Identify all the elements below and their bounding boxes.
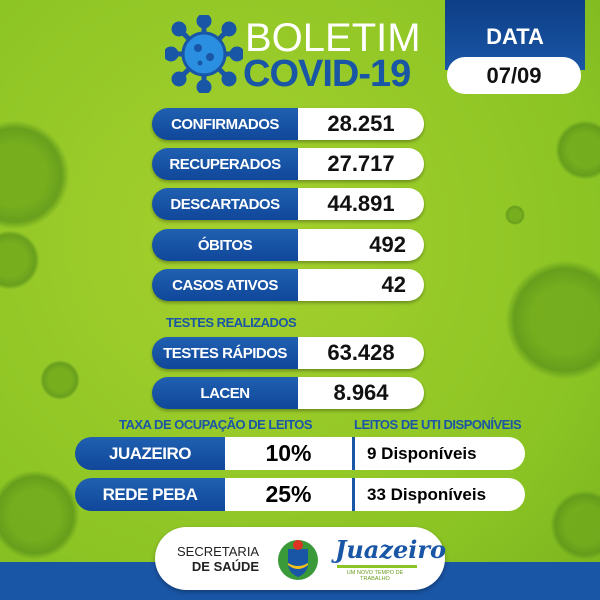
stat-label: CONFIRMADOS xyxy=(152,108,298,140)
bed-row-rede-peba: REDE PEBA 25% 33 Disponíveis xyxy=(75,478,525,511)
juazeiro-logo: Juazeiro xyxy=(335,535,447,564)
virus-decoration-icon xyxy=(505,260,600,380)
virus-decoration-icon xyxy=(40,360,80,400)
virus-decoration-icon xyxy=(0,470,80,560)
bed-available: 9 Disponíveis xyxy=(355,437,525,470)
test-label: LACEN xyxy=(152,377,298,409)
virus-logo-icon xyxy=(165,15,243,93)
virus-decoration-icon xyxy=(555,120,600,180)
title-boletim: BOLETIM xyxy=(245,16,421,60)
stat-row-recuperados: RECUPERADOS 27.717 xyxy=(152,148,424,180)
bed-available: 33 Disponíveis xyxy=(355,478,525,511)
uti-heading: LEITOS DE UTI DISPONÍVEIS xyxy=(354,417,522,432)
stat-value: 44.891 xyxy=(298,188,424,220)
virus-decoration-icon xyxy=(0,230,40,290)
occupancy-heading: TAXA DE OCUPAÇÃO DE LEITOS xyxy=(119,417,313,432)
test-row-rapidos: TESTES RÁPIDOS 63.428 xyxy=(152,337,424,369)
stat-label: ÓBITOS xyxy=(152,229,298,261)
tests-heading: TESTES REALIZADOS xyxy=(166,315,297,330)
stat-row-obitos: ÓBITOS 492 xyxy=(152,229,424,261)
bed-row-juazeiro: JUAZEIRO 10% 9 Disponíveis xyxy=(75,437,525,470)
dept-line2: DE SAÚDE xyxy=(191,559,260,574)
stat-value: 42 xyxy=(298,269,424,301)
test-label: TESTES RÁPIDOS xyxy=(152,337,298,369)
bed-label: JUAZEIRO xyxy=(75,437,225,470)
city-tagline: UM NOVO TEMPO DE TRABALHO xyxy=(346,570,404,582)
title-covid: COVID-19 xyxy=(243,53,411,95)
footer-pill: SECRETARIA DE SAÚDE Juazeiro UM NOVO TEM… xyxy=(155,527,447,590)
stat-label: CASOS ATIVOS xyxy=(152,269,298,301)
stat-label: DESCARTADOS xyxy=(152,188,298,220)
bed-label: REDE PEBA xyxy=(75,478,225,511)
virus-decoration-icon xyxy=(0,120,70,230)
test-value: 63.428 xyxy=(298,337,424,369)
dept-name: SECRETARIA DE SAÚDE xyxy=(177,544,259,574)
stat-value: 27.717 xyxy=(298,148,424,180)
stat-value: 492 xyxy=(298,229,424,261)
stat-value: 28.251 xyxy=(298,108,424,140)
coat-of-arms-icon xyxy=(278,540,318,580)
test-row-lacen: LACEN 8.964 xyxy=(152,377,424,409)
virus-decoration-icon xyxy=(505,205,525,225)
stat-row-confirmados: CONFIRMADOS 28.251 xyxy=(152,108,424,140)
stat-label: RECUPERADOS xyxy=(152,148,298,180)
date-value: 07/09 xyxy=(447,57,581,94)
bed-rate: 10% xyxy=(225,437,355,470)
stat-row-casos-ativos: CASOS ATIVOS 42 xyxy=(152,269,424,301)
logo-underline xyxy=(337,565,417,568)
stat-row-descartados: DESCARTADOS 44.891 xyxy=(152,188,424,220)
dept-line1: SECRETARIA xyxy=(177,544,260,559)
date-label: DATA xyxy=(486,24,544,49)
virus-decoration-icon xyxy=(550,490,600,560)
test-value: 8.964 xyxy=(298,377,424,409)
bed-rate: 25% xyxy=(225,478,355,511)
